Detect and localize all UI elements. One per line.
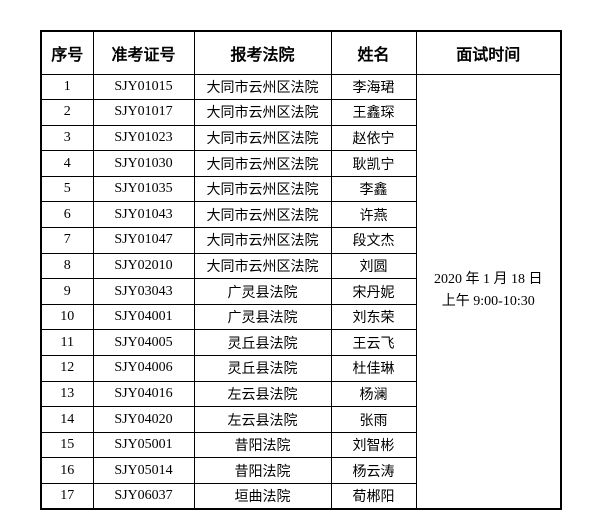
cell-serial-number: 17 [40,483,94,510]
cell-court: 昔阳法院 [193,457,332,484]
table-body: 1 SJY01015 大同市云州区法院 李海珺 2020 年 1 月 18 日 … [40,73,562,510]
cell-ticket-number: SJY04001 [92,303,195,331]
col-header-interview-time: 面试时间 [415,30,562,75]
interview-date: 2020 年 1 月 18 日 [434,272,543,288]
table-row: 5 SJY01035 大同市云州区法院 李鑫 [40,175,561,203]
cell-name: 许燕 [330,201,417,229]
cell-serial-number: 16 [40,457,94,484]
cell-serial-number: 1 [40,73,94,101]
cell-court: 大同市云州区法院 [193,73,332,101]
cell-court: 灵丘县法院 [193,355,332,382]
cell-name: 耿凯宁 [330,150,417,177]
table-row: 13 SJY04016 左云县法院 杨澜 [40,380,561,408]
cell-name: 荀郴阳 [330,483,417,510]
table-row: 7 SJY01047 大同市云州区法院 段文杰 [40,227,561,254]
table-row: 1 SJY01015 大同市云州区法院 李海珺 2020 年 1 月 18 日 … [40,73,562,510]
cell-name: 王鑫琛 [330,99,417,126]
cell-name: 赵依宁 [330,124,417,152]
cell-ticket-number: SJY06037 [92,483,195,510]
cell-serial-number: 6 [40,201,94,229]
table-row: 8 SJY02010 大同市云州区法院 刘圆 [40,252,561,280]
cell-serial-number: 15 [40,431,94,459]
table-row: 16 SJY05014 昔阳法院 杨云涛 [40,457,561,484]
cell-court: 广灵县法院 [193,278,332,305]
cell-court: 大同市云州区法院 [193,99,332,126]
cell-interview-time: 2020 年 1 月 18 日 上午 9:00-10:30 [415,73,562,510]
cell-serial-number: 2 [40,99,94,126]
cell-court: 大同市云州区法院 [193,201,332,229]
table-row: 4 SJY01030 大同市云州区法院 耿凯宁 [40,150,561,177]
cell-court: 大同市云州区法院 [193,175,332,203]
cell-name: 杨澜 [330,380,417,408]
cell-name: 刘圆 [330,252,417,280]
table-row: 15 SJY05001 昔阳法院 刘智彬 [40,431,561,459]
interview-schedule-table: 序号 准考证号 报考法院 姓名 面试时间 1 SJY01015 大同市云州区法院… [40,30,562,511]
cell-serial-number: 14 [40,406,94,433]
cell-ticket-number: SJY01043 [92,201,195,229]
cell-serial-number: 9 [40,278,94,305]
cell-court: 左云县法院 [193,380,332,408]
cell-serial-number: 13 [40,380,94,408]
table-row: 10 SJY04001 广灵县法院 刘东荣 [40,303,561,331]
header-row: 序号 准考证号 报考法院 姓名 面试时间 [40,30,562,75]
cell-name: 张雨 [330,406,417,433]
cell-name: 李海珺 [330,73,417,101]
cell-ticket-number: SJY04016 [92,380,195,408]
cell-court: 广灵县法院 [193,303,332,331]
cell-serial-number: 4 [40,150,94,177]
table-row: 11 SJY04005 灵丘县法院 王云飞 [40,329,561,357]
cell-name: 杨云涛 [330,457,417,484]
cell-ticket-number: SJY01023 [92,124,195,152]
cell-court: 灵丘县法院 [193,329,332,357]
table-row: 9 SJY03043 广灵县法院 宋丹妮 [40,278,561,305]
interview-hours: 上午 9:00-10:30 [441,294,535,310]
cell-ticket-number: SJY05001 [92,431,195,459]
cell-ticket-number: SJY04006 [92,355,195,382]
cell-court: 大同市云州区法院 [193,124,332,152]
cell-serial-number: 12 [40,355,94,382]
cell-ticket-number: SJY01015 [92,73,195,101]
cell-name: 杜佳琳 [330,355,417,382]
table-row: 3 SJY01023 大同市云州区法院 赵依宁 [40,124,561,152]
table-row: 6 SJY01043 大同市云州区法院 许燕 [40,201,561,229]
col-header-serial-number: 序号 [40,30,94,75]
cell-ticket-number: SJY04005 [92,329,195,357]
cell-name: 刘智彬 [330,431,417,459]
cell-name: 王云飞 [330,329,417,357]
col-header-name: 姓名 [330,30,417,75]
cell-court: 大同市云州区法院 [193,227,332,254]
cell-court: 昔阳法院 [193,431,332,459]
cell-serial-number: 5 [40,175,94,203]
cell-ticket-number: SJY04020 [92,406,195,433]
cell-court: 大同市云州区法院 [193,252,332,280]
cell-name: 段文杰 [330,227,417,254]
cell-ticket-number: SJY05014 [92,457,195,484]
cell-serial-number: 7 [40,227,94,254]
cell-ticket-number: SJY02010 [92,252,195,280]
cell-ticket-number: SJY01017 [92,99,195,126]
cell-serial-number: 8 [40,252,94,280]
table-row: 17 SJY06037 垣曲法院 荀郴阳 [40,483,561,510]
cell-court: 垣曲法院 [193,483,332,510]
cell-serial-number: 10 [40,303,94,331]
cell-ticket-number: SJY01030 [92,150,195,177]
cell-name: 宋丹妮 [330,278,417,305]
cell-serial-number: 11 [40,329,94,357]
cell-court: 大同市云州区法院 [193,150,332,177]
cell-name: 李鑫 [330,175,417,203]
col-header-ticket-number: 准考证号 [92,30,195,75]
cell-ticket-number: SJY01047 [92,227,195,254]
cell-court: 左云县法院 [193,406,332,433]
cell-ticket-number: SJY03043 [92,278,195,305]
col-header-court: 报考法院 [193,30,332,75]
cell-ticket-number: SJY01035 [92,175,195,203]
cell-serial-number: 3 [40,124,94,152]
cell-name: 刘东荣 [330,303,417,331]
